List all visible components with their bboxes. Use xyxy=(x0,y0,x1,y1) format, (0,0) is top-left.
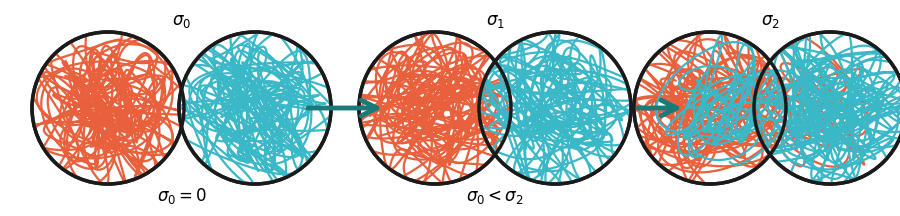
Text: $\sigma_2$: $\sigma_2$ xyxy=(760,12,779,30)
Circle shape xyxy=(479,32,631,184)
Circle shape xyxy=(32,32,184,184)
Text: $\sigma_0 = 0$: $\sigma_0 = 0$ xyxy=(157,186,207,206)
Text: $\sigma_0 < \sigma_2$: $\sigma_0 < \sigma_2$ xyxy=(466,188,524,206)
Circle shape xyxy=(754,32,900,184)
Circle shape xyxy=(179,32,331,184)
Text: $\sigma_0$: $\sigma_0$ xyxy=(173,12,192,30)
Circle shape xyxy=(359,32,511,184)
Circle shape xyxy=(634,32,786,184)
Text: $\sigma_1$: $\sigma_1$ xyxy=(485,12,505,30)
